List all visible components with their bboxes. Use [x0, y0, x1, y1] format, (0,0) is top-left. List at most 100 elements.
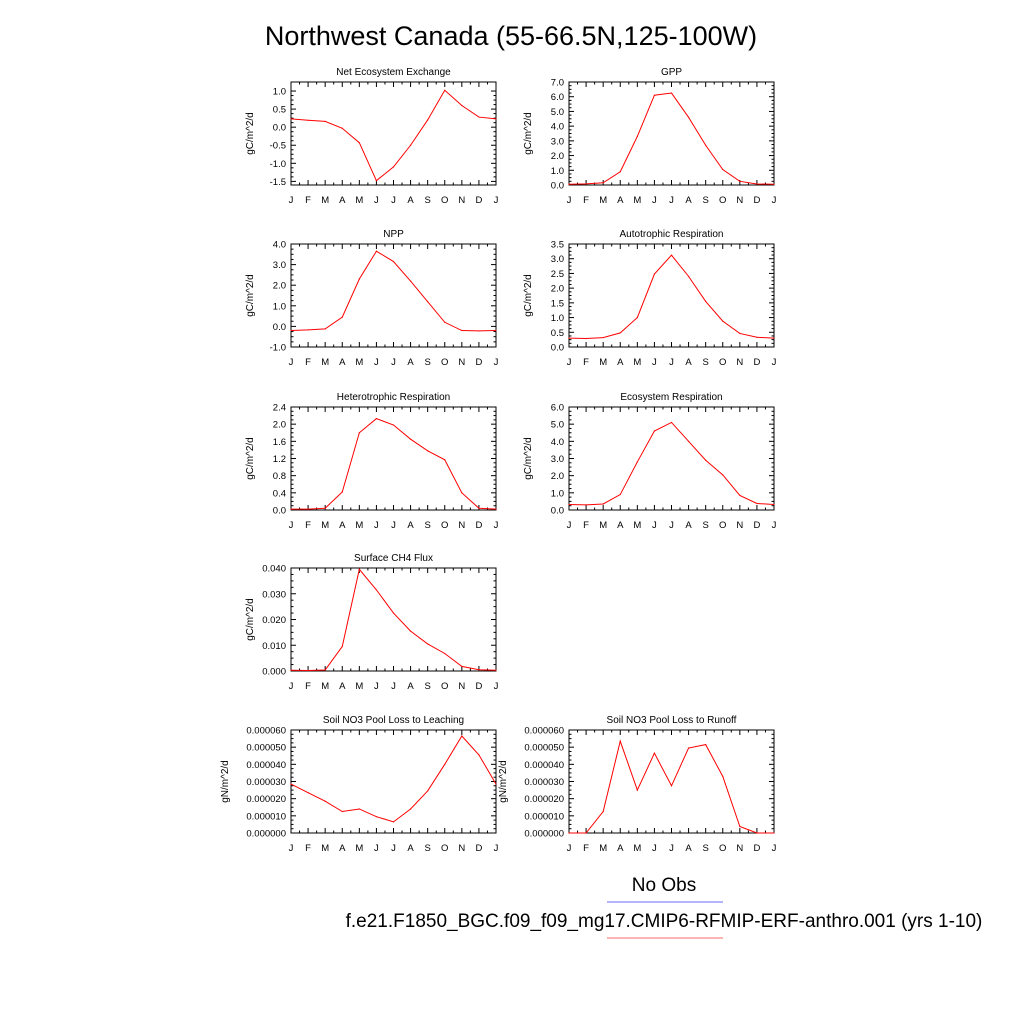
- data-point: [392, 821, 395, 823]
- data-point: [358, 432, 360, 434]
- y-tick-label: 0.0: [273, 123, 286, 134]
- panel-title: Heterotrophic Respiration: [337, 392, 450, 403]
- x-tick-label: J: [289, 681, 294, 692]
- data-point: [444, 89, 446, 91]
- x-tick-label: J: [494, 681, 499, 692]
- data-point: [619, 171, 621, 173]
- y-tick-label: 0.000050: [246, 743, 286, 754]
- data-point: [773, 503, 775, 506]
- y-tick-label: 0.000060: [524, 726, 564, 737]
- x-tick-label: N: [736, 195, 743, 206]
- x-tick-label: J: [391, 357, 396, 368]
- x-tick-label: M: [633, 843, 641, 854]
- data-point: [653, 752, 656, 754]
- panel-title: GPP: [661, 67, 682, 78]
- panel-title: Net Ecosystem Exchange: [336, 67, 451, 78]
- x-tick-label: A: [339, 681, 346, 692]
- data-point: [290, 669, 292, 671]
- data-point: [602, 182, 604, 184]
- x-tick-label: N: [736, 357, 743, 368]
- y-tick-label: 4.0: [551, 437, 564, 448]
- y-tick-label: 0.000: [262, 667, 286, 678]
- x-tick-label: O: [441, 520, 448, 531]
- x-tick-label: O: [441, 843, 448, 854]
- data-point: [773, 832, 775, 834]
- data-point: [585, 504, 587, 506]
- y-tick-label: 4.0: [273, 240, 286, 251]
- x-tick-label: F: [583, 843, 589, 854]
- data-point: [375, 816, 378, 818]
- data-point: [444, 652, 446, 655]
- data-point: [427, 301, 429, 303]
- y-tick-label: 3.0: [551, 254, 564, 265]
- y-tick-label: 2.0: [273, 420, 286, 431]
- data-point: [585, 832, 587, 834]
- data-point: [687, 440, 690, 442]
- data-point: [619, 740, 621, 742]
- x-tick-label: A: [617, 357, 624, 368]
- x-tick-label: A: [617, 520, 624, 531]
- data-point: [653, 94, 656, 96]
- x-tick-label: M: [321, 843, 329, 854]
- y-tick-label: 3.0: [273, 260, 286, 271]
- data-point: [585, 337, 587, 340]
- panel-title: Soil NO3 Pool Loss to Runoff: [607, 715, 737, 726]
- data-point: [739, 494, 741, 497]
- panel-title: Ecosystem Respiration: [620, 392, 722, 403]
- data-point: [375, 589, 378, 591]
- data-point: [324, 120, 326, 122]
- data-point: [687, 747, 690, 749]
- x-tick-label: M: [355, 195, 363, 206]
- y-tick-label: 1.0: [551, 166, 564, 177]
- x-tick-label: F: [583, 195, 589, 206]
- data-point: [705, 459, 707, 461]
- x-tick-label: N: [458, 520, 465, 531]
- data-point: [427, 643, 429, 645]
- figure-title: Northwest Canada (55-66.5N,125-100W): [265, 21, 757, 51]
- data-point: [478, 669, 480, 671]
- x-tick-label: D: [475, 681, 482, 692]
- y-tick-label: 0.0: [273, 322, 286, 333]
- x-tick-label: O: [719, 843, 726, 854]
- data-point: [619, 332, 621, 334]
- y-tick-label: 0.000010: [246, 811, 286, 822]
- data-point: [636, 461, 638, 463]
- x-tick-label: J: [652, 520, 657, 531]
- y-tick-label: 0.000030: [246, 777, 286, 788]
- data-point: [290, 508, 292, 510]
- y-tick-label: 0.000040: [246, 760, 286, 771]
- y-tick-label: 1.0: [273, 87, 286, 98]
- x-tick-label: F: [583, 520, 589, 531]
- x-tick-label: J: [391, 195, 396, 206]
- x-tick-label: S: [702, 843, 708, 854]
- y-tick-label: 0.0: [551, 343, 564, 354]
- y-tick-label: 7.0: [551, 78, 564, 89]
- x-tick-label: N: [458, 843, 465, 854]
- x-tick-label: J: [669, 843, 674, 854]
- data-point: [324, 669, 326, 671]
- x-tick-label: J: [669, 195, 674, 206]
- y-tick-label: 1.0: [551, 313, 564, 324]
- legend-obs-label: No Obs: [632, 875, 696, 896]
- data-point: [307, 119, 309, 121]
- data-point: [375, 417, 378, 420]
- x-tick-label: J: [391, 843, 396, 854]
- data-point: [687, 116, 690, 118]
- data-point: [324, 507, 326, 509]
- x-tick-label: J: [374, 357, 379, 368]
- x-tick-label: O: [441, 681, 448, 692]
- data-point: [705, 743, 707, 746]
- data-point: [619, 493, 621, 496]
- y-tick-label: 0.000000: [524, 829, 564, 840]
- x-tick-label: F: [305, 357, 311, 368]
- y-tick-label: 6.0: [551, 92, 564, 103]
- x-tick-label: N: [736, 843, 743, 854]
- y-tick-label: 6.0: [551, 403, 564, 414]
- y-tick-label: 0.010: [262, 641, 286, 652]
- x-tick-label: J: [652, 195, 657, 206]
- y-tick-label: 0.030: [262, 589, 286, 600]
- data-point: [670, 785, 673, 787]
- series-line: [290, 735, 497, 823]
